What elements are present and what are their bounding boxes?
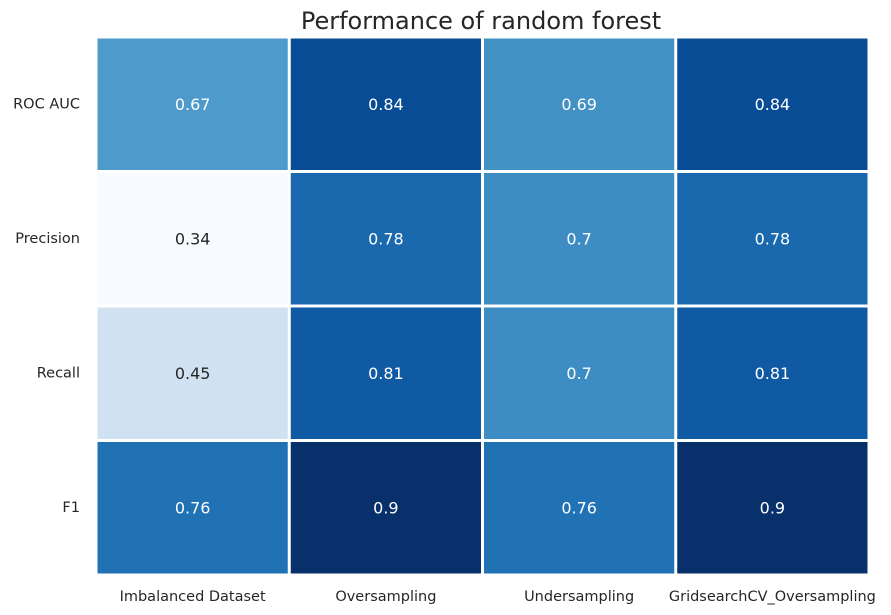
cell-value-label: 0.69 xyxy=(561,95,597,114)
heatmap-cell xyxy=(484,38,675,170)
cell-value-label: 0.81 xyxy=(368,364,404,383)
cell-value-label: 0.34 xyxy=(175,229,211,248)
cell-value-label: 0.78 xyxy=(368,229,404,248)
heatmap-cell xyxy=(290,442,481,574)
cell-value-label: 0.9 xyxy=(760,498,785,517)
cell-value-label: 0.7 xyxy=(566,364,591,383)
x-tick-label: Imbalanced Dataset xyxy=(120,589,266,605)
heatmap-cell xyxy=(290,38,481,170)
heatmap-cell xyxy=(97,173,288,305)
heatmap-cell xyxy=(484,307,675,439)
y-tick-label: Precision xyxy=(15,231,80,247)
heatmap-cell xyxy=(677,442,868,574)
heatmap-cell xyxy=(290,307,481,439)
heatmap-cells: 0.67 0.84 0.69 0.84 0.34 0.78 0.7 0.78 0.45 0.81 0… xyxy=(97,38,868,574)
cell-value-label: 0.78 xyxy=(755,229,791,248)
x-tick-labels: Imbalanced Dataset Oversampling Undersampl… xyxy=(120,589,876,605)
y-tick-label: ROC AUC xyxy=(13,96,80,112)
y-tick-labels: ROC AUC Precision Recall F1 xyxy=(13,96,80,516)
heatmap-cell xyxy=(290,173,481,305)
y-tick-label: Recall xyxy=(37,365,80,381)
heatmap-cell xyxy=(97,307,288,439)
cell-value-label: 0.9 xyxy=(373,498,398,517)
cell-value-label: 0.81 xyxy=(755,364,791,383)
heatmap-cell xyxy=(484,442,675,574)
x-tick-label: Oversampling xyxy=(335,589,436,605)
heatmap-cell xyxy=(677,307,868,439)
heatmap-cell xyxy=(677,173,868,305)
x-tick-label: GridsearchCV_Oversampling xyxy=(669,589,876,605)
cell-value-label: 0.76 xyxy=(175,498,211,517)
chart-title: Performance of random forest xyxy=(301,7,661,35)
cell-value-label: 0.76 xyxy=(561,498,597,517)
cell-value-label: 0.84 xyxy=(755,95,791,114)
cell-value-label: 0.84 xyxy=(368,95,404,114)
heatmap-cell xyxy=(97,442,288,574)
heatmap-cell xyxy=(97,38,288,170)
cell-value-label: 0.45 xyxy=(175,364,211,383)
y-tick-label: F1 xyxy=(62,500,80,516)
heatmap-cell xyxy=(677,38,868,170)
heatmap-cell xyxy=(484,173,675,305)
x-tick-label: Undersampling xyxy=(524,589,634,605)
cell-value-label: 0.67 xyxy=(175,95,211,114)
cell-value-label: 0.7 xyxy=(566,229,591,248)
